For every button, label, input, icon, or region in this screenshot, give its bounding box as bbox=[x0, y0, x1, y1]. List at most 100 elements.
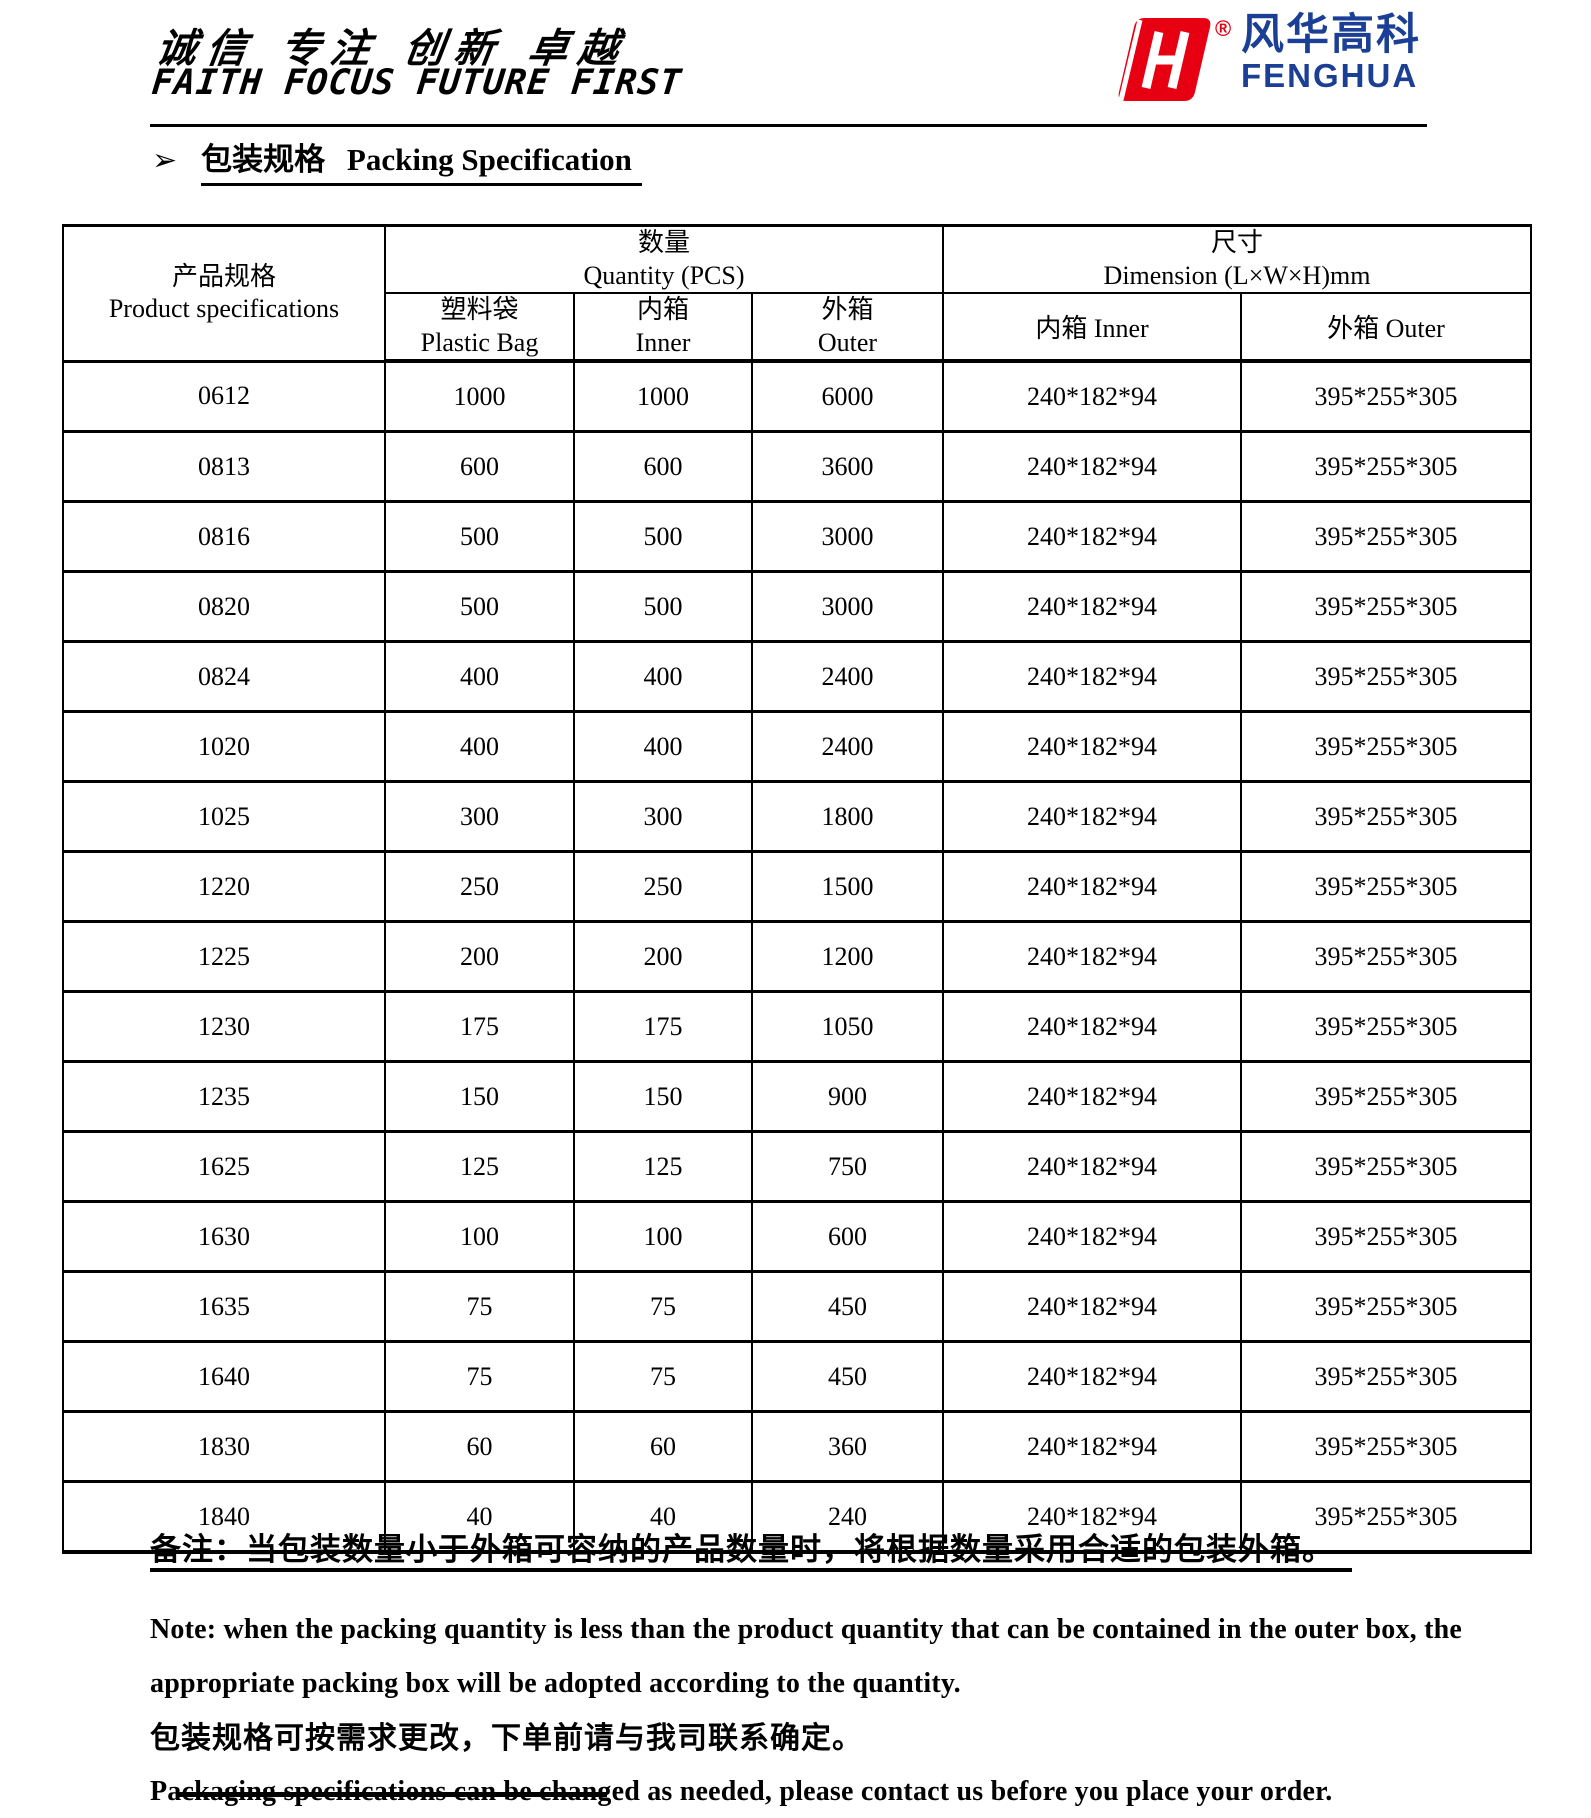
table-row: 0820 500 500 3000 240*182*94 395*255*305 bbox=[62, 570, 1532, 643]
col-header-outer-en: Outer bbox=[817, 327, 878, 357]
cell-outer-qty: 450 bbox=[751, 1340, 944, 1413]
cell-product-spec: 1235 bbox=[62, 1060, 386, 1133]
slogan-english: FAITH FOCUS FUTURE FIRST bbox=[149, 63, 684, 103]
cell-inner-qty: 400 bbox=[573, 710, 753, 783]
section-title-chinese: 包装规格 bbox=[201, 142, 326, 177]
cell-inner-dimension: 240*182*94 bbox=[942, 780, 1242, 853]
cell-plastic-bag-qty: 500 bbox=[384, 570, 575, 643]
registered-trademark-icon: ® bbox=[1215, 16, 1232, 41]
col-header-dim-inner: 内箱 Inner bbox=[942, 293, 1242, 363]
cell-product-spec: 1020 bbox=[62, 710, 386, 783]
cell-outer-dimension: 395*255*305 bbox=[1240, 1270, 1532, 1343]
cell-inner-qty: 400 bbox=[573, 640, 753, 713]
cell-inner-qty: 150 bbox=[573, 1060, 753, 1133]
col-header-inner-en: Inner bbox=[635, 327, 691, 357]
cell-outer-qty: 1800 bbox=[751, 780, 944, 853]
cell-product-spec: 1640 bbox=[62, 1340, 386, 1413]
cell-outer-qty: 2400 bbox=[751, 640, 944, 713]
cell-inner-qty: 40 bbox=[573, 1480, 753, 1554]
note-english-line1: Note: when the packing quantity is less … bbox=[150, 1614, 1463, 1645]
cell-inner-qty: 300 bbox=[573, 780, 753, 853]
notes-section: 备注：当包装数量小于外箱可容纳的产品数量时，将根据数量采用合适的包装外箱。 No… bbox=[150, 1534, 1480, 1818]
fenghua-logo: ® 风华高科 FENGHUA bbox=[1113, 14, 1421, 106]
cell-plastic-bag-qty: 250 bbox=[384, 850, 575, 923]
col-group-quantity-cn: 数量 bbox=[637, 228, 690, 257]
cell-product-spec: 1625 bbox=[62, 1130, 386, 1203]
cell-inner-qty: 75 bbox=[573, 1340, 753, 1413]
col-group-dimension-en: Dimension (L×W×H)mm bbox=[1103, 260, 1371, 290]
cell-inner-dimension: 240*182*94 bbox=[942, 570, 1242, 643]
table-row: 1025 300 300 1800 240*182*94 395*255*305 bbox=[62, 780, 1532, 853]
col-group-dimension: 尺寸 Dimension (L×W×H)mm bbox=[942, 224, 1532, 294]
col-group-dimension-cn: 尺寸 bbox=[1210, 228, 1263, 257]
cell-product-spec: 1635 bbox=[62, 1270, 386, 1343]
cell-plastic-bag-qty: 125 bbox=[384, 1130, 575, 1203]
cell-outer-dimension: 395*255*305 bbox=[1240, 710, 1532, 783]
brand-name-english: FENGHUA bbox=[1241, 57, 1419, 94]
cell-outer-dimension: 395*255*305 bbox=[1240, 780, 1532, 853]
col-header-plastic-bag: 塑料袋 Plastic Bag bbox=[384, 293, 575, 363]
table-row: 0824 400 400 2400 240*182*94 395*255*305 bbox=[62, 640, 1532, 713]
cell-inner-qty: 175 bbox=[573, 990, 753, 1063]
cell-product-spec: 0824 bbox=[62, 640, 386, 713]
cell-outer-qty: 450 bbox=[751, 1270, 944, 1343]
cell-outer-qty: 900 bbox=[751, 1060, 944, 1133]
cell-outer-dimension: 395*255*305 bbox=[1240, 850, 1532, 923]
cell-plastic-bag-qty: 300 bbox=[384, 780, 575, 853]
brand-name-chinese: 风华高科 bbox=[1241, 11, 1421, 59]
footnote-divider bbox=[177, 1792, 607, 1797]
cell-outer-dimension: 395*255*305 bbox=[1240, 1200, 1532, 1273]
table-row: 0813 600 600 3600 240*182*94 395*255*305 bbox=[62, 430, 1532, 503]
cell-inner-qty: 500 bbox=[573, 500, 753, 573]
cell-inner-dimension: 240*182*94 bbox=[942, 1270, 1242, 1343]
table-row: 1830 60 60 360 240*182*94 395*255*305 bbox=[62, 1410, 1532, 1483]
cell-plastic-bag-qty: 175 bbox=[384, 990, 575, 1063]
table-row: 1840 40 40 240 240*182*94 395*255*305 bbox=[62, 1480, 1532, 1554]
cell-product-spec: 0816 bbox=[62, 500, 386, 573]
cell-inner-dimension: 240*182*94 bbox=[942, 990, 1242, 1063]
cell-outer-dimension: 395*255*305 bbox=[1240, 1410, 1532, 1483]
cell-outer-dimension: 395*255*305 bbox=[1240, 430, 1532, 503]
cell-inner-dimension: 240*182*94 bbox=[942, 1200, 1242, 1273]
cell-inner-dimension: 240*182*94 bbox=[942, 500, 1242, 573]
col-header-product-cn: 产品规格 bbox=[171, 261, 276, 291]
cell-plastic-bag-qty: 500 bbox=[384, 500, 575, 573]
cell-inner-qty: 75 bbox=[573, 1270, 753, 1343]
cell-plastic-bag-qty: 150 bbox=[384, 1060, 575, 1133]
cell-outer-qty: 1200 bbox=[751, 920, 944, 993]
section-title: 包装规格 Packing Specification bbox=[201, 134, 642, 186]
table-row: 1630 100 100 600 240*182*94 395*255*305 bbox=[62, 1200, 1532, 1273]
packing-specification-table: 产品规格 Product specifications 数量 Quantity … bbox=[62, 224, 1532, 1554]
cell-inner-dimension: 240*182*94 bbox=[942, 1060, 1242, 1133]
cell-product-spec: 1840 bbox=[62, 1480, 386, 1554]
fenghua-logo-mark-icon: ® bbox=[1113, 14, 1231, 106]
cell-outer-qty: 2400 bbox=[751, 710, 944, 783]
cell-inner-qty: 500 bbox=[573, 570, 753, 643]
col-header-dim-outer: 外箱 Outer bbox=[1240, 293, 1532, 363]
table-row: 1235 150 150 900 240*182*94 395*255*305 bbox=[62, 1060, 1532, 1133]
cell-plastic-bag-qty: 60 bbox=[384, 1410, 575, 1483]
cell-inner-qty: 60 bbox=[573, 1410, 753, 1483]
table-row: 1020 400 400 2400 240*182*94 395*255*305 bbox=[62, 710, 1532, 783]
table-body: 0612 1000 1000 6000 240*182*94 395*255*3… bbox=[62, 359, 1532, 1554]
section-title-english: Packing Specification bbox=[346, 142, 632, 177]
note-english-line2: appropriate packing box will be adopted … bbox=[150, 1668, 961, 1699]
cell-inner-dimension: 240*182*94 bbox=[942, 640, 1242, 713]
cell-outer-qty: 3600 bbox=[751, 430, 944, 503]
note-english-3: Packaging specifications can be changed … bbox=[150, 1776, 1333, 1807]
cell-outer-qty: 240 bbox=[751, 1480, 944, 1554]
cell-outer-dimension: 395*255*305 bbox=[1240, 570, 1532, 643]
header-divider bbox=[150, 124, 1427, 127]
cell-inner-qty: 100 bbox=[573, 1200, 753, 1273]
cell-outer-dimension: 395*255*305 bbox=[1240, 990, 1532, 1063]
table-row: 1220 250 250 1500 240*182*94 395*255*305 bbox=[62, 850, 1532, 923]
cell-inner-dimension: 240*182*94 bbox=[942, 430, 1242, 503]
cell-inner-dimension: 240*182*94 bbox=[942, 1480, 1242, 1554]
cell-outer-qty: 1500 bbox=[751, 850, 944, 923]
note-chinese-2: 包装规格可按需求更改，下单前请与我司联系确定。 bbox=[150, 1722, 863, 1755]
cell-outer-qty: 6000 bbox=[751, 359, 944, 433]
cell-outer-dimension: 395*255*305 bbox=[1240, 359, 1532, 433]
table-row: 1640 75 75 450 240*182*94 395*255*305 bbox=[62, 1340, 1532, 1413]
table-row: 1625 125 125 750 240*182*94 395*255*305 bbox=[62, 1130, 1532, 1203]
table-row: 1225 200 200 1200 240*182*94 395*255*305 bbox=[62, 920, 1532, 993]
